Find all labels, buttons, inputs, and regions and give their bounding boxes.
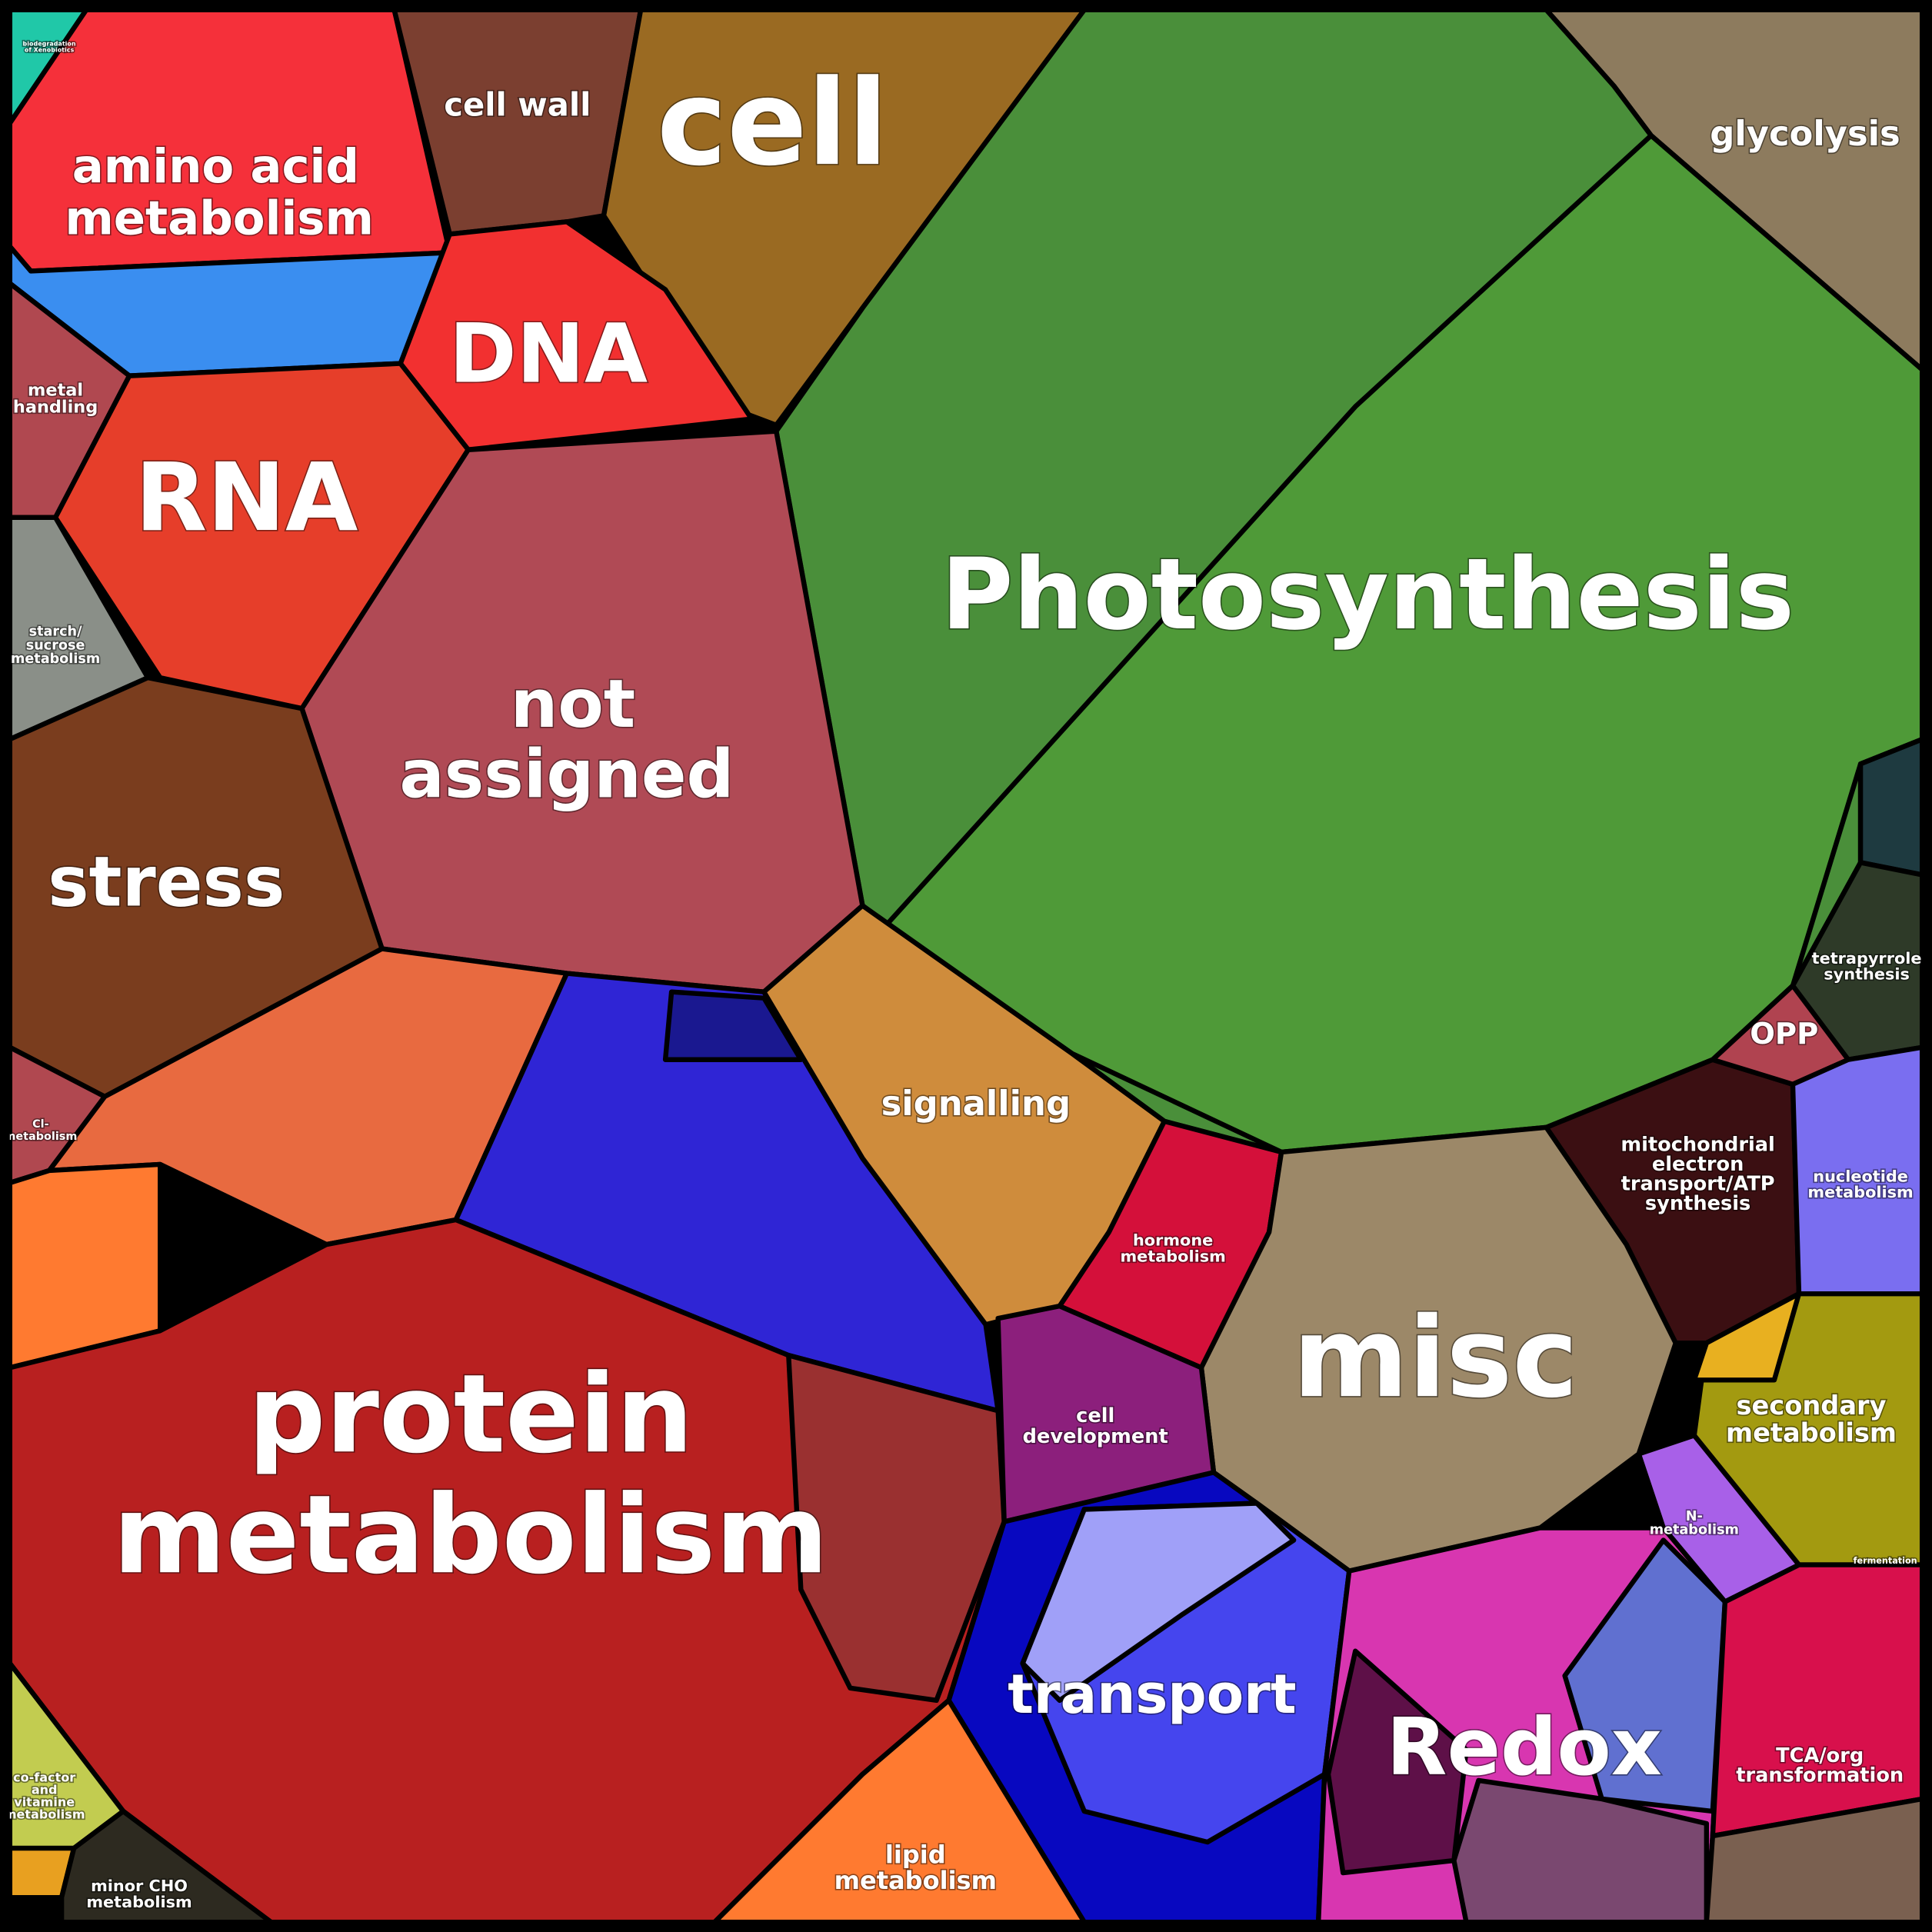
region-label: signalling	[881, 1083, 1071, 1124]
label-line: Cl-	[32, 1118, 49, 1131]
region-label: amino acid metabolism	[65, 139, 374, 245]
region-label: glycolysis	[1710, 113, 1900, 154]
cell-dark-teal	[1857, 737, 1925, 878]
region-label: DNA	[449, 307, 648, 401]
region-label: TCA/org transformation	[1736, 1744, 1904, 1787]
label-line: amino acid	[72, 139, 359, 194]
label-line: metabolism	[11, 651, 100, 667]
region-label: stress	[48, 843, 285, 923]
region-label: not assigned	[399, 666, 734, 813]
label-line: transformation	[1736, 1764, 1904, 1787]
label-line: stress	[48, 843, 285, 923]
label-line: TCA/org	[1776, 1744, 1864, 1767]
label-line: metabolism	[1726, 1417, 1897, 1447]
label-line: not	[511, 666, 635, 743]
region-label: protein metabolism	[113, 1351, 828, 1598]
region-label: cell	[657, 55, 888, 192]
label-line: N-	[1686, 1509, 1703, 1524]
label-line: cell wall	[444, 86, 591, 124]
label-line: signalling	[881, 1083, 1071, 1124]
cell-secondary-yellow	[1691, 1291, 1802, 1383]
label-line: transport/ATP	[1621, 1173, 1775, 1196]
label-line: synthesis	[1824, 965, 1910, 984]
region-label: Cl-metabolism	[4, 1118, 77, 1143]
region-label: secondary metabolism	[1726, 1391, 1897, 1447]
label-line: development	[1023, 1425, 1168, 1448]
label-line: electron	[1652, 1153, 1744, 1176]
region-label: Redox	[1387, 1702, 1662, 1794]
cell-redox-dark	[1325, 1648, 1469, 1876]
label-line: RNA	[135, 443, 358, 552]
region-label: co-factor and vitamine metabolism	[4, 1770, 85, 1822]
label-line: metabolism	[113, 1472, 828, 1598]
label-line: synthesis	[1645, 1192, 1750, 1215]
label-line: transport	[1008, 1663, 1296, 1726]
label-line: metabolism	[4, 1807, 85, 1822]
label-line: sucrose	[26, 638, 85, 653]
cell-cell-development	[995, 1303, 1217, 1524]
region-label: minor CHO metabolism	[86, 1877, 192, 1911]
label-line: metal	[28, 380, 83, 400]
label-line: mitochondrial	[1621, 1133, 1774, 1156]
region-label: metal handling	[13, 380, 98, 417]
region-label: nucleotide metabolism	[1807, 1167, 1913, 1201]
label-line: metabolism	[1807, 1183, 1913, 1201]
label-line: metabolism	[4, 1131, 77, 1143]
cells	[7, 7, 1925, 1925]
region-label: lipid metabolism	[834, 1840, 997, 1895]
region-label: RNA	[135, 443, 358, 552]
label-line: hormone	[1133, 1231, 1213, 1250]
label-line: minor CHO	[91, 1877, 188, 1895]
label-line: Photosynthesis	[941, 538, 1794, 652]
region-label: mitochondrial electron transport/ATP synthe…	[1621, 1133, 1774, 1215]
region-label: tetrapyrrole synthesis	[1812, 949, 1922, 984]
label-line: tetrapyrrole	[1812, 949, 1922, 968]
cell-protein-sub	[786, 1353, 1007, 1704]
cell-blue-dark	[662, 989, 804, 1062]
label-line: and	[32, 1783, 58, 1797]
label-line: cell	[657, 55, 888, 192]
region-label: transport	[1008, 1663, 1296, 1726]
label-line: misc	[1293, 1294, 1578, 1423]
label-line: OPP	[1750, 1017, 1818, 1051]
label-line: starch/	[29, 625, 82, 640]
cell-transport-light	[1020, 1501, 1297, 1704]
label-line: of Xenobiotics	[25, 46, 75, 53]
region-label: starch/sucrose metabolism	[11, 625, 100, 667]
region-label: cell development	[1023, 1404, 1168, 1448]
region-label: fermentation	[1854, 1556, 1917, 1566]
labels: amino acid metabolism cell wall cell DNA …	[2, 39, 1923, 1913]
label-line: handling	[13, 398, 98, 418]
region-label: Photosynthesis	[941, 538, 1794, 652]
label-line: fermentation	[1854, 1556, 1917, 1566]
region-label: OPP	[1750, 1017, 1818, 1051]
cell-tca	[1710, 1562, 1925, 1839]
label-line: metabolism	[1650, 1523, 1739, 1538]
label-line: assigned	[399, 737, 734, 814]
label-line: metabolism	[834, 1866, 997, 1895]
label-line: lipid	[885, 1840, 946, 1869]
label-line: glycolysis	[1710, 113, 1900, 154]
label-line: secondary	[1736, 1391, 1886, 1421]
region-label: biodegradation of Xenobiotics	[23, 40, 76, 53]
label-line: protein	[248, 1351, 694, 1477]
label-line: metabolism	[86, 1893, 192, 1911]
label-line: nucleotide	[1813, 1167, 1908, 1185]
label-line: DNA	[449, 307, 648, 401]
label-line: metabolism	[65, 191, 374, 245]
label-line: Redox	[1387, 1702, 1662, 1794]
region-label: misc	[1293, 1294, 1578, 1423]
region-label: N-metabolism	[1650, 1509, 1739, 1538]
label-line: metabolism	[1120, 1247, 1225, 1265]
region-label: hormone metabolism	[1120, 1231, 1225, 1266]
label-line: vitamine	[14, 1795, 75, 1810]
label-line: co-factor	[13, 1770, 75, 1785]
label-line: cell	[1076, 1404, 1114, 1427]
region-label: cell wall	[444, 86, 591, 124]
label-line: biodegradation	[23, 40, 76, 47]
